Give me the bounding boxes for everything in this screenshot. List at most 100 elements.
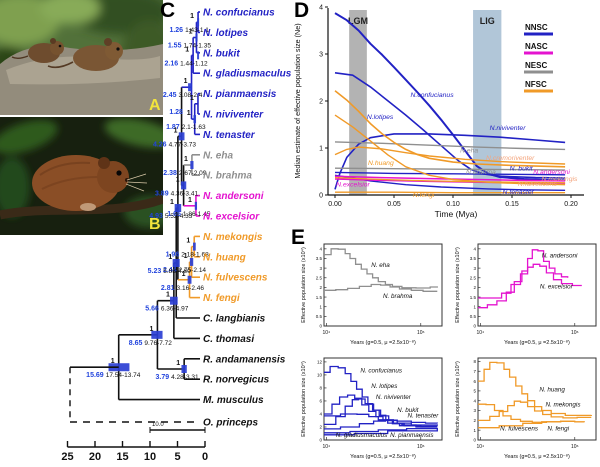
- d-curve-label: N.fulvescens: [518, 181, 558, 188]
- e-curve-label: N. gladiusmaculus: [336, 432, 388, 439]
- node-hpd-bar: [181, 181, 187, 190]
- photo-b-label: B: [149, 216, 161, 233]
- legend-label: NNSC: [525, 23, 548, 32]
- node-age: 2.45: [163, 92, 177, 99]
- node-ci: 4.77-3.73: [169, 141, 197, 148]
- taxon-label: N. excelsior: [203, 212, 260, 223]
- e-curve-label: N. mekongis: [545, 402, 581, 409]
- e-y-tick: 3.5: [470, 256, 477, 261]
- node-posterior: 1: [166, 292, 170, 299]
- e-y-tick: 4: [473, 398, 476, 403]
- node-posterior: 1: [185, 46, 189, 53]
- node-posterior: 1: [188, 197, 192, 204]
- d-curve-label: N.huang: [368, 160, 394, 167]
- node-age: 3.79: [156, 374, 170, 381]
- e-curve-label: N. pianmaensis: [390, 432, 434, 439]
- e-y-tick: 0: [319, 324, 322, 329]
- band-label: LIG: [480, 16, 495, 26]
- population-size-time-chart: LGM LIG 0 1 2 3 4 0.00 0.05 0.10 0.15 0.20 N.confuci…: [293, 5, 584, 219]
- node-age: 2.44: [163, 267, 177, 274]
- axis-tick-label: 20: [89, 451, 101, 463]
- d-series-n-eha: [334, 141, 566, 151]
- taxon-label: N. bukit: [203, 48, 240, 59]
- panel-c-letter: C: [160, 0, 176, 22]
- e-y-tick: 2: [473, 285, 476, 290]
- d-curve-label: N.tenaster: [503, 189, 535, 196]
- node-age: 5.23: [148, 268, 162, 275]
- e-x-axis-label: Years (g=0.5, μ =2.5x10⁻⁸): [504, 339, 570, 346]
- node-age: 1.65: [167, 211, 181, 218]
- axis-tick-label: 10: [144, 451, 156, 463]
- e-y-tick: 8: [319, 386, 322, 391]
- e-series-n--huang: [478, 361, 592, 417]
- e-y-tick: 0: [473, 324, 476, 329]
- legend-label: NFSC: [525, 80, 547, 89]
- node-hpd-bar: [194, 201, 198, 210]
- node-ci: 4.28-3.31: [171, 374, 199, 381]
- e-series-n--brahma: [324, 283, 438, 292]
- d-x-tick: 0.15: [505, 201, 519, 208]
- tree-time-axis: 25 20 15 10 5 0: [61, 441, 208, 463]
- e-y-tick: 3: [319, 266, 322, 271]
- taxon-label: N. huang: [203, 252, 246, 263]
- panel-e-letter: E: [291, 226, 306, 249]
- node-posterior: 1: [184, 156, 188, 163]
- node-posterior: 1: [190, 13, 194, 20]
- e-curve-label: N. excelsior: [540, 283, 574, 290]
- node-posterior: 1: [170, 199, 174, 206]
- node-posterior: 1: [190, 95, 194, 102]
- e-x-tick: 10⁶: [571, 444, 579, 450]
- e-series-n--eha: [324, 248, 438, 289]
- node-hpd-bar: [193, 115, 197, 124]
- d-series-n--bukit: [334, 171, 566, 176]
- node-ci: 1.44-1.12: [180, 60, 208, 67]
- node-ci: 17.54-13.74: [106, 372, 141, 379]
- d-x-tick: 0.05: [387, 201, 401, 208]
- taxon-label: N. brahma: [203, 171, 252, 182]
- e-series-n--andersoni: [478, 249, 569, 309]
- node-ci: 5.52-4.33: [165, 213, 193, 220]
- e-x-axis-label: Years (g=0.5, μ =2.5x10⁻⁸): [504, 453, 570, 460]
- e-y-tick: 4: [319, 247, 322, 252]
- e-series-n--niviventer: [324, 398, 438, 426]
- node-hpd-bar: [108, 363, 130, 372]
- e-curve-label: N. confucianus: [360, 367, 403, 374]
- taxon-label: M. musculus: [203, 395, 264, 406]
- node-age: 3.89: [155, 190, 169, 197]
- node-ci: 6.36-4.97: [161, 306, 189, 313]
- node-hpd-bar: [178, 132, 185, 141]
- rodent-left: [11, 38, 64, 63]
- d-legend: NNSC NASC NESC NFSC: [524, 23, 553, 93]
- axis-tick-label: 5: [174, 451, 180, 463]
- node-posterior: 1: [150, 326, 154, 333]
- node-age: 5.66: [145, 306, 159, 313]
- taxon-label: N. fengi: [203, 293, 240, 304]
- e-x-tick: 10⁶: [417, 330, 425, 336]
- d-curve-label: N.mekongis: [542, 176, 578, 183]
- node-hpd-bar: [190, 161, 194, 169]
- e-y-tick: 10: [317, 373, 323, 378]
- e-curve-label: N. fulvescens: [500, 426, 539, 433]
- node-age: 4.26: [153, 141, 167, 148]
- e-series-n--pianmaensis: [324, 428, 438, 436]
- e-plot-frame: [477, 357, 597, 441]
- e-y-tick: 6: [473, 379, 476, 384]
- e-y-tick: 2: [319, 285, 322, 290]
- panel-d-letter: D: [294, 0, 310, 22]
- d-x-tick: 0.10: [446, 201, 460, 208]
- taxon-label: N. confucianus: [203, 8, 275, 19]
- d-series-n-mekongis: [334, 176, 566, 184]
- d-curve-label: N.lotipes: [367, 114, 394, 121]
- node-ci: 1.43-1.1: [185, 27, 209, 34]
- photo-rodents-on-rock: A: [0, 0, 163, 115]
- node-hpd-bar: [193, 242, 196, 251]
- node-ci: 2.67-2.09: [179, 170, 207, 177]
- node-posterior: 1: [176, 360, 180, 367]
- e-plot-frame: [323, 357, 443, 441]
- e-y-tick: 0: [473, 438, 476, 443]
- taxon-label: C. thomasi: [203, 334, 254, 345]
- node-ci: 4.36-3.41: [171, 190, 199, 197]
- node-hpd-bar: [197, 18, 200, 27]
